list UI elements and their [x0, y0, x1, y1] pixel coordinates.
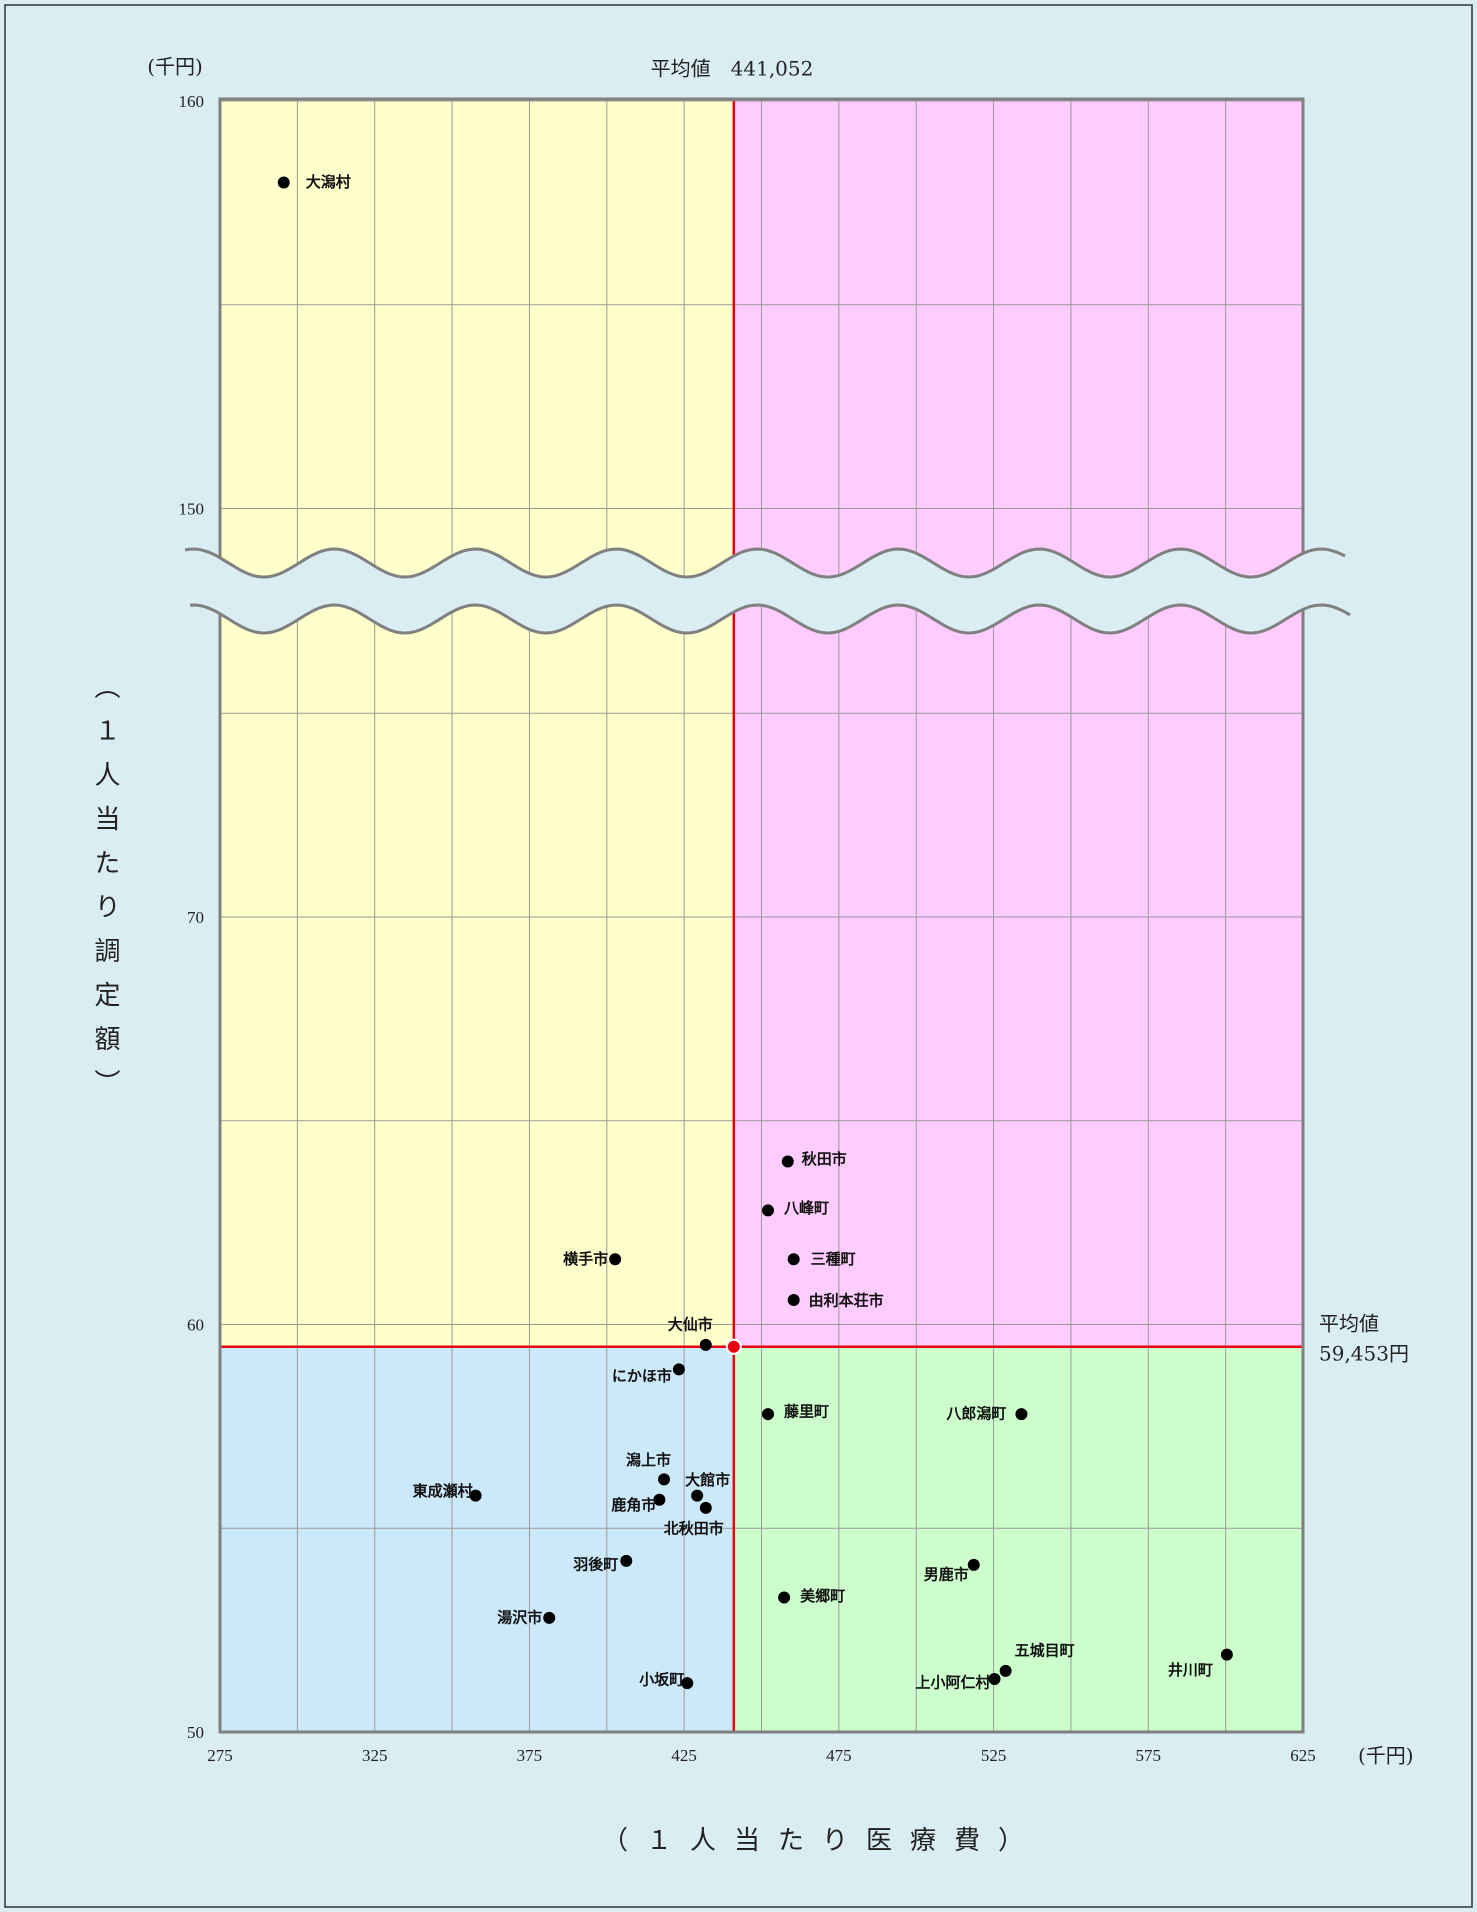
- point-label: 上小阿仁村: [915, 1674, 990, 1692]
- y-tick-label: 60: [187, 1315, 204, 1334]
- x-tick-label: 475: [826, 1746, 852, 1765]
- data-point: [787, 1294, 800, 1307]
- data-point: [761, 1204, 774, 1217]
- data-point: [778, 1591, 791, 1604]
- x-tick-label: 625: [1290, 1746, 1316, 1765]
- y-tick-label: 150: [179, 499, 205, 518]
- point-label: 小坂町: [639, 1671, 684, 1689]
- x-tick-label: 575: [1136, 1746, 1162, 1765]
- point-label: にかほ市: [612, 1367, 672, 1385]
- x-tick-label: 275: [207, 1746, 233, 1765]
- data-point: [277, 176, 290, 189]
- data-point: [761, 1408, 774, 1421]
- point-label: 東成瀬村: [413, 1482, 473, 1500]
- data-point: [781, 1155, 794, 1168]
- data-point: [469, 1489, 482, 1502]
- axis-break-line: [184, 547, 1346, 579]
- point-label: 横手市: [563, 1250, 608, 1268]
- quadrant: [220, 1346, 734, 1732]
- point-label: 潟上市: [626, 1451, 671, 1469]
- axis-break: [185, 549, 1350, 633]
- data-point: [967, 1558, 980, 1571]
- data-point: [658, 1473, 671, 1486]
- point-label: 井川町: [1168, 1661, 1213, 1679]
- point-label: 鹿角市: [611, 1496, 656, 1514]
- data-point: [1015, 1408, 1028, 1421]
- x-tick-label: 425: [671, 1746, 697, 1765]
- x-unit: (千円): [1358, 1744, 1414, 1768]
- data-point: [672, 1363, 685, 1376]
- data-point: [620, 1554, 633, 1567]
- plot-frame: [218, 97, 1305, 1734]
- point-label: 北秋田市: [664, 1519, 724, 1537]
- y-tick-label: 160: [179, 92, 205, 111]
- mean-point: [725, 1338, 742, 1355]
- point-label: 藤里町: [784, 1403, 829, 1421]
- data-point: [699, 1501, 712, 1514]
- point-label: 美郷町: [800, 1587, 845, 1605]
- y-axis-label: （１人当たり調定額）: [90, 673, 120, 1113]
- data-point: [1220, 1648, 1233, 1661]
- point-label: 男鹿市: [924, 1565, 969, 1583]
- data-point: [543, 1611, 556, 1624]
- data-point: [609, 1253, 622, 1266]
- point-label: 八峰町: [783, 1199, 829, 1217]
- x-axis-label: （１人当たり医療費）: [602, 1826, 1042, 1856]
- data-point: [988, 1673, 1001, 1686]
- quadrant: [220, 101, 734, 1347]
- point-label: 湯沢市: [497, 1608, 542, 1626]
- point-label: 五城目町: [1015, 1641, 1075, 1659]
- y-tick-label: 70: [187, 908, 204, 927]
- point-label: 三種町: [811, 1250, 856, 1268]
- mean-y-label: 平均値: [1319, 1311, 1379, 1335]
- point-label: 大仙市: [668, 1315, 713, 1333]
- data-point: [699, 1338, 712, 1351]
- point-label: 由利本荘市: [809, 1292, 884, 1310]
- x-tick-label: 325: [362, 1746, 388, 1765]
- mean-y-label: 59,453円: [1319, 1341, 1409, 1365]
- data-point: [691, 1489, 704, 1502]
- x-tick-label: 375: [517, 1746, 543, 1765]
- data-point: [999, 1664, 1012, 1677]
- x-tick-label: 525: [981, 1746, 1007, 1765]
- mean-x-label: 平均値 441,052: [651, 57, 814, 81]
- plot-area: 275 325 375 425 475 525 575 625 50 60 70 150 160 平均値 …: [179, 57, 1409, 1765]
- point-label: 秋田市: [802, 1150, 847, 1168]
- y-unit: (千円): [147, 55, 203, 79]
- y-tick-label: 50: [187, 1723, 204, 1742]
- data-point: [681, 1677, 694, 1690]
- point-label: 大潟村: [306, 173, 351, 191]
- point-label: 羽後町: [573, 1555, 618, 1573]
- point-label: 八郎潟町: [945, 1405, 1006, 1423]
- quadrant: [733, 101, 1303, 1347]
- data-point: [787, 1253, 800, 1266]
- data-point: [653, 1493, 666, 1506]
- point-label: 大館市: [685, 1471, 730, 1489]
- axis-break-line: [189, 603, 1351, 635]
